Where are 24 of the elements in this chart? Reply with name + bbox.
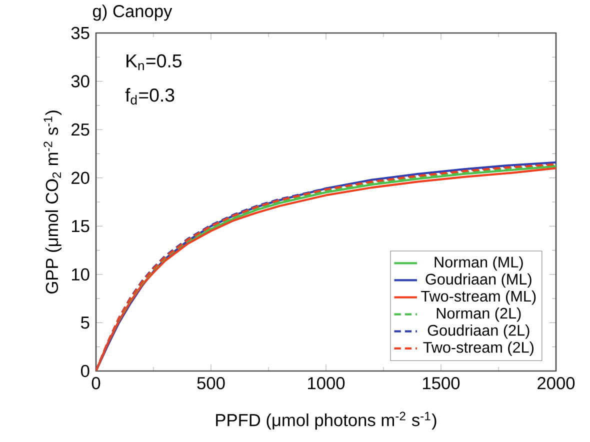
y-tick-label: 15 (72, 220, 90, 232)
annotation: K$_{n}$=0.5 (126, 54, 182, 70)
y-tick-label: 20 (72, 172, 90, 184)
x-tick-label: 2000 (538, 377, 575, 390)
x-tick-label: 1000 (308, 377, 345, 390)
legend-label: Norman (ML) (434, 256, 523, 271)
y-tick-label: 5 (81, 316, 90, 329)
y-tick-label: 25 (72, 123, 90, 136)
x-tick-label: 0 (92, 377, 100, 390)
x-axis-title: PPFD (μmol photons m$^{-2}$ s$^{-1}$) (216, 412, 436, 430)
legend-label: Norman (2L) (436, 307, 521, 322)
y-tick-label: 10 (72, 268, 90, 281)
y-tick-label: 30 (71, 75, 90, 88)
chart-title: g) Canopy (93, 4, 172, 21)
legend-label: Two-stream (2L) (423, 342, 534, 356)
legend-label: Goudriaan (2L) (428, 324, 530, 339)
x-tick-label: 500 (197, 377, 225, 390)
legend-label: Two-stream (ML) (421, 290, 536, 305)
annotation: f$_{d}$=0.3 (125, 88, 174, 105)
y-axis-title: GPP (μmol CO$_{2}$ m$^{-2}$ s$^{-1}$) (44, 110, 62, 294)
y-tick-label: 0 (80, 364, 90, 378)
x-tick-label: 1500 (423, 377, 460, 390)
y-tick-label: 35 (71, 26, 90, 40)
legend-label: Goudriaan (ML) (426, 273, 532, 288)
